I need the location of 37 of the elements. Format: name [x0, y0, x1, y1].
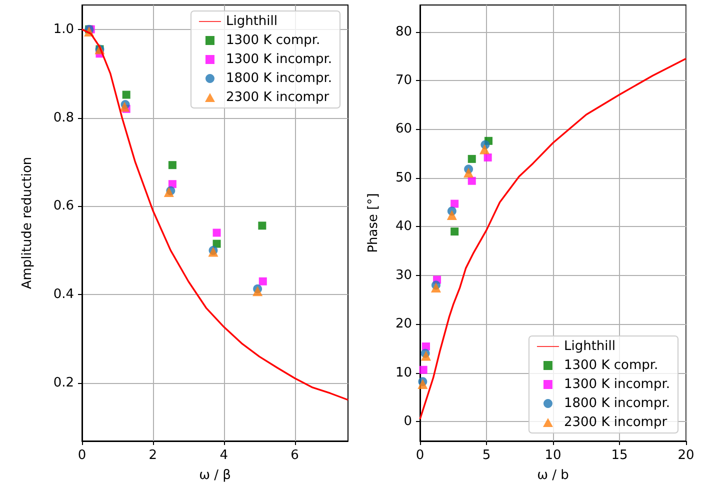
- x-tick-label: 0: [416, 448, 424, 463]
- y-tick-label: 50: [395, 170, 412, 186]
- y-tick-label: 0.8: [53, 110, 74, 126]
- legend-label: 1300 K compr.: [564, 358, 658, 373]
- y-tick-label: 10: [395, 365, 412, 380]
- y-axis-title: Phase [°]: [366, 193, 381, 253]
- x-tick-label: 10: [544, 448, 562, 463]
- x-tick-label: 15: [611, 448, 628, 463]
- y-tick-label: 30: [395, 268, 412, 283]
- legend-label: 1300 K incompr.: [226, 52, 332, 67]
- y-tick-label: 0.6: [53, 198, 74, 214]
- y-tick-label: 40: [395, 219, 412, 234]
- legend-label: 2300 K incompr: [226, 90, 330, 105]
- x-tick-label: 2: [148, 448, 158, 463]
- x-tick-label: 20: [678, 448, 694, 463]
- legend-label: 1800 K incompr.: [564, 396, 670, 411]
- y-tick-label: 80: [395, 24, 412, 40]
- y-axis-title: Amplitude reduction: [20, 156, 35, 290]
- x-tick-label: 0: [78, 448, 86, 463]
- legend-label: 1300 K incompr.: [564, 377, 670, 392]
- y-tick-label: 0.2: [53, 376, 74, 391]
- x-axis-title: ω / β: [199, 468, 231, 483]
- y-tick-label: 0.4: [53, 287, 74, 302]
- x-tick-label: 4: [220, 448, 228, 463]
- legend-label: Lighthill: [226, 14, 278, 29]
- x-tick-label: 6: [290, 448, 299, 463]
- y-tick-label: 20: [395, 316, 412, 332]
- x-tick-label: 5: [482, 448, 491, 463]
- y-tick-label: 70: [395, 73, 412, 88]
- legend-label: 1800 K incompr.: [226, 71, 332, 86]
- y-tick-label: 0: [404, 414, 412, 430]
- legend-label: 2300 K incompr: [564, 415, 668, 430]
- y-tick-label: 60: [395, 122, 412, 137]
- y-tick-label: 1.0: [53, 22, 74, 37]
- legend-label: Lighthill: [564, 339, 616, 354]
- x-axis-title: ω / b: [537, 468, 569, 483]
- legend-label: 1300 K compr.: [226, 33, 320, 48]
